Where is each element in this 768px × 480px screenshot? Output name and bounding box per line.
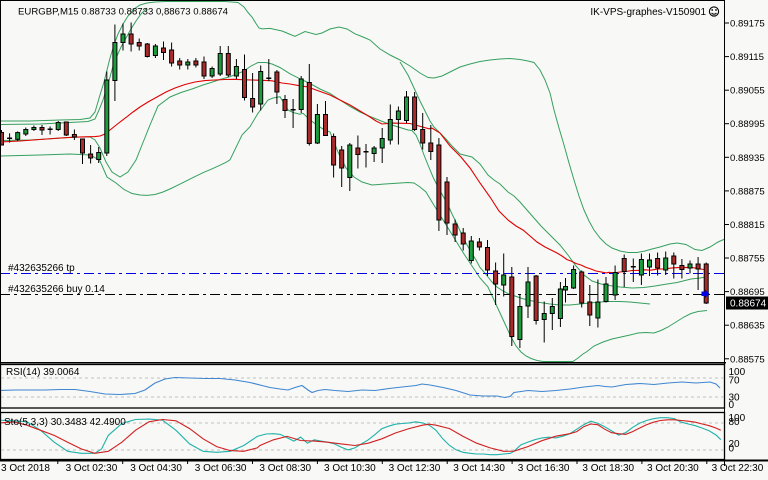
svg-text:3 Oct 04:30: 3 Oct 04:30: [130, 463, 182, 474]
svg-text:0.88695: 0.88695: [730, 287, 765, 298]
svg-text:Sto(5,3,3) 30.3483 42.4900: Sto(5,3,3) 30.3483 42.4900: [4, 417, 126, 428]
svg-text:3 Oct 20:30: 3 Oct 20:30: [647, 463, 699, 474]
svg-text:0: 0: [729, 400, 735, 411]
svg-text:0.89115: 0.89115: [730, 52, 764, 63]
svg-text:EURGBP,M15 0.88733 0.88733 0,: EURGBP,M15 0.88733 0.88733 0,88673 0.886…: [18, 7, 229, 18]
svg-text:3 Oct 18:30: 3 Oct 18:30: [582, 463, 634, 474]
svg-text:#432635266 tp: #432635266 tp: [8, 263, 75, 274]
svg-text:3 Oct 2018: 3 Oct 2018: [1, 463, 50, 474]
svg-text:0.89055: 0.89055: [730, 86, 765, 97]
svg-text:0.88674: 0.88674: [730, 299, 767, 310]
svg-text:3 Oct 08:30: 3 Oct 08:30: [259, 463, 311, 474]
svg-text:3 Oct 10:30: 3 Oct 10:30: [324, 463, 376, 474]
svg-text:80: 80: [729, 417, 741, 428]
svg-text:100: 100: [729, 413, 746, 424]
svg-text:3 Oct 16:30: 3 Oct 16:30: [518, 463, 570, 474]
svg-text:3 Oct 02:30: 3 Oct 02:30: [66, 463, 118, 474]
svg-text:0.88635: 0.88635: [730, 321, 765, 332]
svg-text:70: 70: [729, 375, 741, 386]
svg-text:RSI(14) 39.0064: RSI(14) 39.0064: [6, 367, 80, 378]
svg-text:#432635266 buy 0.14: #432635266 buy 0.14: [8, 284, 105, 295]
svg-text:0.88875: 0.88875: [730, 186, 765, 197]
svg-text:3 Oct 22:30: 3 Oct 22:30: [712, 463, 764, 474]
svg-text:0.88995: 0.88995: [730, 119, 765, 130]
svg-text:0.88935: 0.88935: [730, 153, 765, 164]
svg-text:20: 20: [729, 439, 741, 450]
svg-text:0.88815: 0.88815: [730, 220, 765, 231]
svg-text:100: 100: [729, 367, 746, 378]
svg-text:IK-VPS-graphes-V150901: IK-VPS-graphes-V150901: [590, 7, 706, 18]
svg-text:30: 30: [729, 393, 741, 404]
svg-text:3 Oct 12:30: 3 Oct 12:30: [389, 463, 441, 474]
svg-text:0.89175: 0.89175: [730, 19, 765, 30]
svg-text:0.88755: 0.88755: [730, 254, 765, 265]
svg-text:3 Oct 06:30: 3 Oct 06:30: [195, 463, 247, 474]
svg-text:0.88575: 0.88575: [730, 354, 765, 365]
svg-text:0: 0: [729, 444, 735, 455]
svg-text:3 Oct 14:30: 3 Oct 14:30: [453, 463, 505, 474]
